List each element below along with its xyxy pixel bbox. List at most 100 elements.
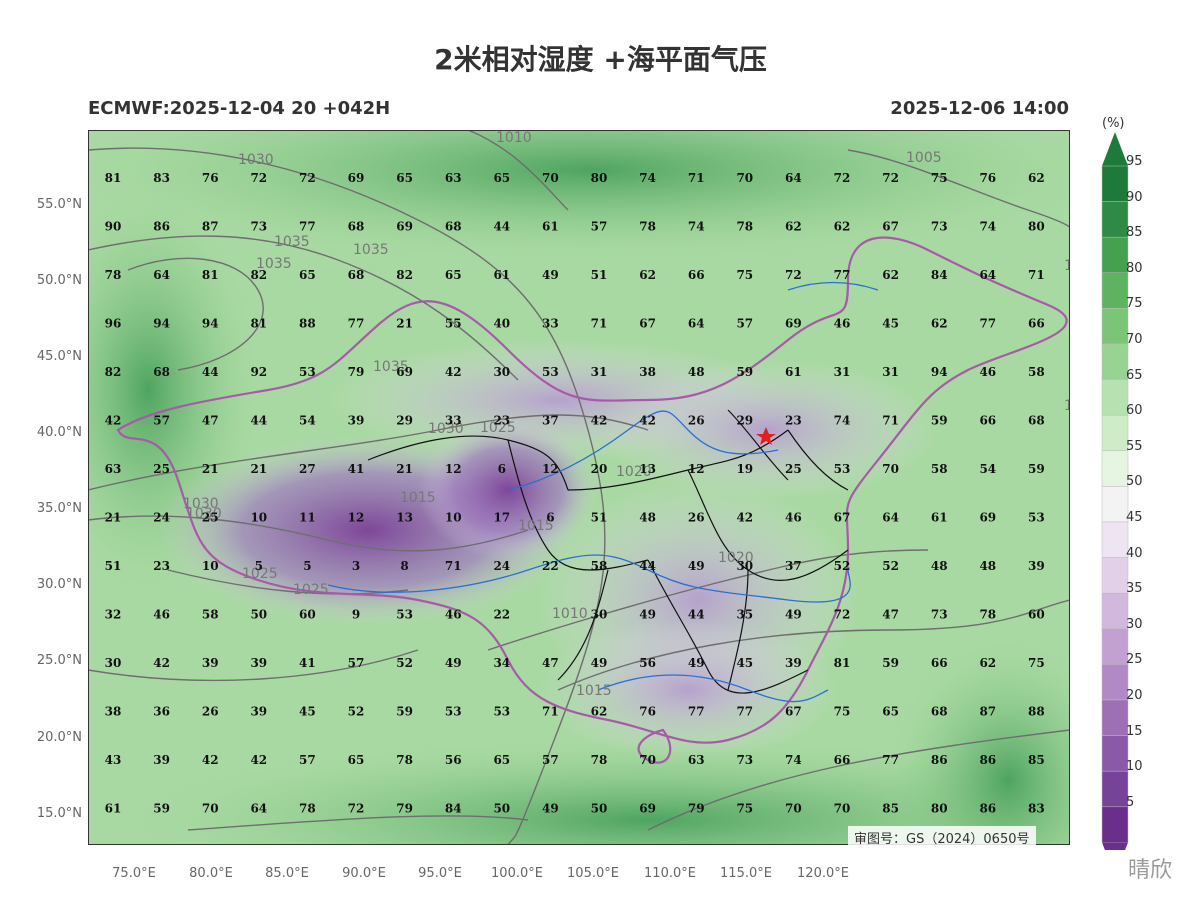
humidity-value: 10: [250, 511, 267, 525]
colorbar-label: 80: [1126, 260, 1143, 276]
humidity-value: 65: [882, 705, 899, 719]
humidity-value: 62: [834, 220, 851, 234]
humidity-value: 71: [445, 559, 462, 573]
humidity-value: 51: [591, 511, 608, 525]
humidity-value: 42: [639, 414, 656, 428]
latitude-label: 40.0°N: [36, 425, 82, 440]
moist-region-north: [88, 130, 1070, 260]
humidity-value: 5: [303, 559, 311, 573]
colorbar-label: 95: [1126, 154, 1143, 169]
humidity-value: 52: [882, 559, 899, 573]
colorbar-label: 20: [1126, 688, 1143, 703]
humidity-value: 77: [882, 753, 899, 767]
humidity-value: 78: [396, 753, 413, 767]
colorbar-segment: [1101, 664, 1129, 701]
humidity-value: 62: [979, 656, 996, 670]
isobar-label: 1030: [183, 496, 219, 512]
humidity-value: 8: [400, 559, 408, 573]
humidity-value: 23: [785, 414, 802, 428]
humidity-value: 72: [250, 171, 267, 185]
province-borders: [367, 409, 849, 694]
humidity-value: 59: [882, 656, 899, 670]
humidity-value: 78: [105, 268, 122, 282]
isobar-label: 1000: [1064, 398, 1070, 414]
humidity-value: 69: [785, 317, 802, 331]
latitude-label: 50.0°N: [36, 273, 82, 288]
humidity-value: 70: [639, 753, 656, 767]
colorbar-label: 35: [1126, 581, 1143, 597]
latitude-label: 30.0°N: [36, 577, 82, 592]
colorbar-segment: [1101, 806, 1129, 843]
humidity-value: 38: [105, 705, 122, 719]
humidity-value: 63: [105, 462, 122, 476]
isobar-label: 1015: [576, 683, 612, 699]
humidity-value: 90: [105, 220, 122, 234]
humidity-value: 63: [688, 753, 705, 767]
isobar-label: 1020: [616, 464, 652, 480]
humidity-value: 39: [153, 753, 170, 767]
china-border: [116, 236, 1068, 764]
humidity-value: 75: [1028, 656, 1045, 670]
humidity-value: 57: [348, 656, 365, 670]
humidity-value: 37: [542, 414, 559, 428]
humidity-value: 78: [299, 802, 316, 816]
humidity-value: 58: [931, 462, 948, 476]
humidity-value: 39: [250, 705, 267, 719]
humidity-value: 33: [445, 414, 462, 428]
humidity-value: 49: [688, 559, 705, 573]
humidity-value: 73: [250, 220, 267, 234]
humidity-value: 57: [542, 753, 559, 767]
humidity-value: 49: [639, 608, 656, 622]
humidity-value: 79: [396, 802, 413, 816]
humidity-value: 69: [396, 365, 413, 379]
humidity-value: 59: [396, 705, 413, 719]
humidity-value: 44: [250, 414, 267, 428]
humidity-value: 87: [202, 220, 219, 234]
humidity-value: 80: [931, 802, 948, 816]
humidity-value: 70: [834, 802, 851, 816]
humidity-value: 49: [785, 608, 802, 622]
colorbar-unit: (%): [1102, 116, 1125, 131]
colorbar: [1101, 132, 1129, 850]
humidity-value: 94: [153, 317, 170, 331]
humidity-value: 49: [688, 656, 705, 670]
humidity-value: 31: [882, 365, 899, 379]
humidity-value: 10: [445, 511, 462, 525]
humidity-value: 47: [202, 414, 219, 428]
humidity-value: 75: [931, 171, 948, 185]
latitude-label: 25.0°N: [36, 653, 82, 668]
humidity-value: 59: [736, 365, 753, 379]
humidity-value: 68: [445, 220, 462, 234]
humidity-value: 31: [834, 365, 851, 379]
humidity-value: 21: [202, 462, 219, 476]
colorbar-label: 55: [1126, 438, 1143, 454]
humidity-value: 22: [493, 608, 510, 622]
humidity-value: 80: [1028, 220, 1045, 234]
humidity-value: 61: [785, 365, 802, 379]
latitude-label: 45.0°N: [36, 349, 82, 364]
humidity-value: 85: [882, 802, 899, 816]
humidity-value: 19: [736, 462, 753, 476]
colorbar-label: 50: [1126, 474, 1143, 490]
humidity-value: 74: [785, 753, 802, 767]
longitude-label: 115.0°E: [720, 866, 772, 881]
colorbar-segment: [1101, 699, 1129, 736]
humidity-value: 49: [542, 802, 559, 816]
humidity-value: 62: [931, 317, 948, 331]
humidity-value: 68: [1028, 414, 1045, 428]
humidity-value: 20: [591, 462, 608, 476]
humidity-value: 73: [931, 608, 948, 622]
humidity-value: 86: [931, 753, 948, 767]
humidity-value: 36: [153, 705, 170, 719]
humidity-value: 45: [882, 317, 899, 331]
humidity-value: 72: [348, 802, 365, 816]
humidity-value: 53: [396, 608, 413, 622]
colorbar-label: 70: [1126, 332, 1143, 347]
map-frame: [88, 130, 1070, 845]
humidity-value: 50: [250, 608, 267, 622]
humidity-value: 77: [979, 317, 996, 331]
humidity-value: 24: [493, 559, 510, 573]
humidity-value: 88: [1028, 705, 1045, 719]
humidity-value: 65: [493, 171, 510, 185]
colorbar-segment: [1101, 770, 1129, 808]
